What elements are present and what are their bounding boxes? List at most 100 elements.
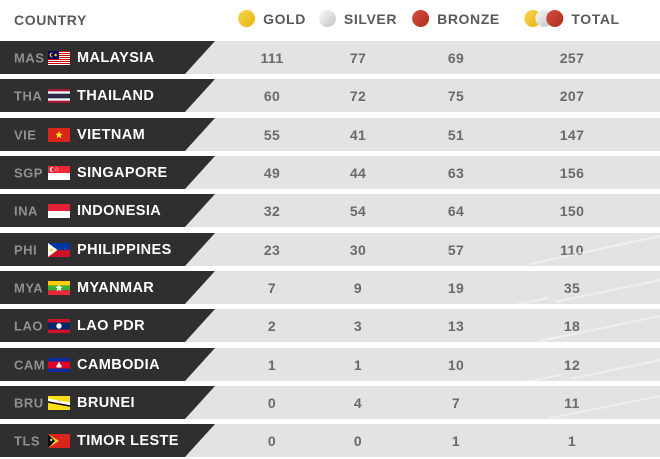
gold-count: 32 (263, 202, 281, 219)
table-row-lao-pdr: LAO LAO PDR 2 3 13 18 (0, 309, 660, 342)
country-code: MAS (14, 50, 45, 65)
country-code: TLS (14, 433, 41, 448)
country-cell: SGP SINGAPORE (0, 156, 215, 189)
country-cell: THA THAILAND (0, 79, 215, 112)
total-count: 12 (563, 356, 581, 373)
country-name: INDONESIA (77, 202, 162, 219)
flag-singapore-icon (48, 166, 70, 180)
country-cell: MAS MALAYSIA (0, 41, 215, 74)
column-header-country: COUNTRY (14, 12, 87, 28)
bronze-count: 7 (451, 394, 461, 411)
bronze-count: 69 (447, 49, 465, 66)
silver-count: 0 (353, 432, 363, 449)
country-name: BRUNEI (77, 394, 135, 411)
gold-count: 49 (263, 164, 281, 181)
gold-count: 60 (263, 87, 281, 104)
total-count: 257 (559, 49, 585, 66)
flag-laos-icon (48, 319, 70, 333)
bronze-count: 13 (447, 317, 465, 334)
gold-count: 1 (267, 356, 277, 373)
silver-count: 9 (353, 279, 363, 296)
silver-count: 4 (353, 394, 363, 411)
flag-thailand-icon (48, 89, 70, 103)
country-name: LAO PDR (77, 317, 146, 334)
total-count: 35 (563, 279, 581, 296)
table-row-singapore: SGP SINGAPORE 49 44 63 156 (0, 156, 660, 189)
country-name: THAILAND (77, 87, 155, 104)
silver-medal-icon (318, 10, 336, 27)
country-code: CAM (14, 357, 46, 372)
bronze-count: 64 (447, 202, 465, 219)
country-cell: CAM CAMBODIA (0, 348, 215, 381)
bronze-medal-icon (412, 10, 430, 27)
silver-count: 30 (349, 241, 367, 258)
gold-count: 0 (267, 394, 277, 411)
total-count: 207 (559, 87, 585, 104)
country-cell: TLS TIMOR LESTE (0, 424, 215, 457)
country-code: BRU (14, 395, 44, 410)
bronze-count: 63 (447, 164, 465, 181)
country-name: SINGAPORE (77, 164, 168, 181)
country-code: INA (14, 203, 38, 218)
bronze-count: 57 (447, 241, 465, 258)
total-count: 156 (559, 164, 585, 181)
country-name: CAMBODIA (77, 356, 160, 373)
silver-count: 44 (349, 164, 367, 181)
flag-indonesia-icon (48, 204, 70, 218)
silver-count: 54 (349, 202, 367, 219)
column-header-bronze: BRONZE (412, 10, 500, 27)
bronze-count: 10 (447, 356, 465, 373)
silver-count: 3 (353, 317, 363, 334)
column-header-bronze-label: BRONZE (437, 10, 500, 27)
column-header-total: TOTAL (524, 10, 619, 27)
table-row-philippines: PHI PHILIPPINES 23 30 57 110 (0, 233, 660, 266)
flag-philippines-icon (48, 243, 70, 257)
country-code: PHI (14, 242, 38, 257)
column-header-gold: GOLD (238, 10, 306, 27)
country-code: VIE (14, 127, 37, 142)
gold-count: 2 (267, 317, 277, 334)
flag-vietnam-icon (48, 128, 70, 142)
silver-count: 41 (349, 126, 367, 143)
country-cell: INA INDONESIA (0, 194, 215, 227)
column-header-silver: SILVER (318, 10, 398, 27)
table-row-cambodia: CAM CAMBODIA 1 1 10 12 (0, 348, 660, 381)
country-code: THA (14, 88, 43, 103)
table-row-timor-leste: TLS TIMOR LESTE 0 0 1 1 (0, 424, 660, 457)
bronze-count: 51 (447, 126, 465, 143)
country-code: MYA (14, 280, 44, 295)
country-cell: LAO LAO PDR (0, 309, 215, 342)
table-row-brunei: BRU BRUNEI 0 4 7 11 (0, 386, 660, 419)
flag-myanmar-icon (48, 281, 70, 295)
gold-count: 0 (267, 432, 277, 449)
bronze-count: 19 (447, 279, 465, 296)
gold-count: 23 (263, 241, 281, 258)
country-name: MYANMAR (77, 279, 155, 296)
country-name: TIMOR LESTE (77, 432, 179, 449)
country-name: VIETNAM (77, 126, 146, 143)
total-count: 1 (567, 432, 577, 449)
country-code: LAO (14, 318, 43, 333)
gold-medal-icon (238, 10, 256, 27)
flag-brunei-icon (48, 396, 70, 410)
total-count: 18 (563, 317, 581, 334)
table-row-malaysia: MAS MALAYSIA 111 77 69 257 (0, 41, 660, 74)
table-row-indonesia: INA INDONESIA 32 54 64 150 (0, 194, 660, 227)
country-cell: VIE VIETNAM (0, 118, 215, 151)
flag-timor-leste-icon (48, 434, 70, 448)
table-row-thailand: THA THAILAND 60 72 75 207 (0, 79, 660, 112)
flag-malaysia-icon (48, 51, 70, 65)
gold-count: 55 (263, 126, 281, 143)
silver-count: 72 (349, 87, 367, 104)
column-header-gold-label: GOLD (263, 10, 306, 27)
total-count: 150 (559, 202, 585, 219)
total-count: 110 (560, 241, 584, 258)
table-row-myanmar: MYA MYANMAR 7 9 19 35 (0, 271, 660, 304)
column-header-silver-label: SILVER (343, 10, 398, 27)
flag-cambodia-icon (48, 358, 70, 372)
country-code: SGP (14, 165, 43, 180)
bronze-count: 75 (447, 87, 465, 104)
country-name: PHILIPPINES (77, 241, 172, 258)
total-medals-icon (524, 10, 564, 27)
